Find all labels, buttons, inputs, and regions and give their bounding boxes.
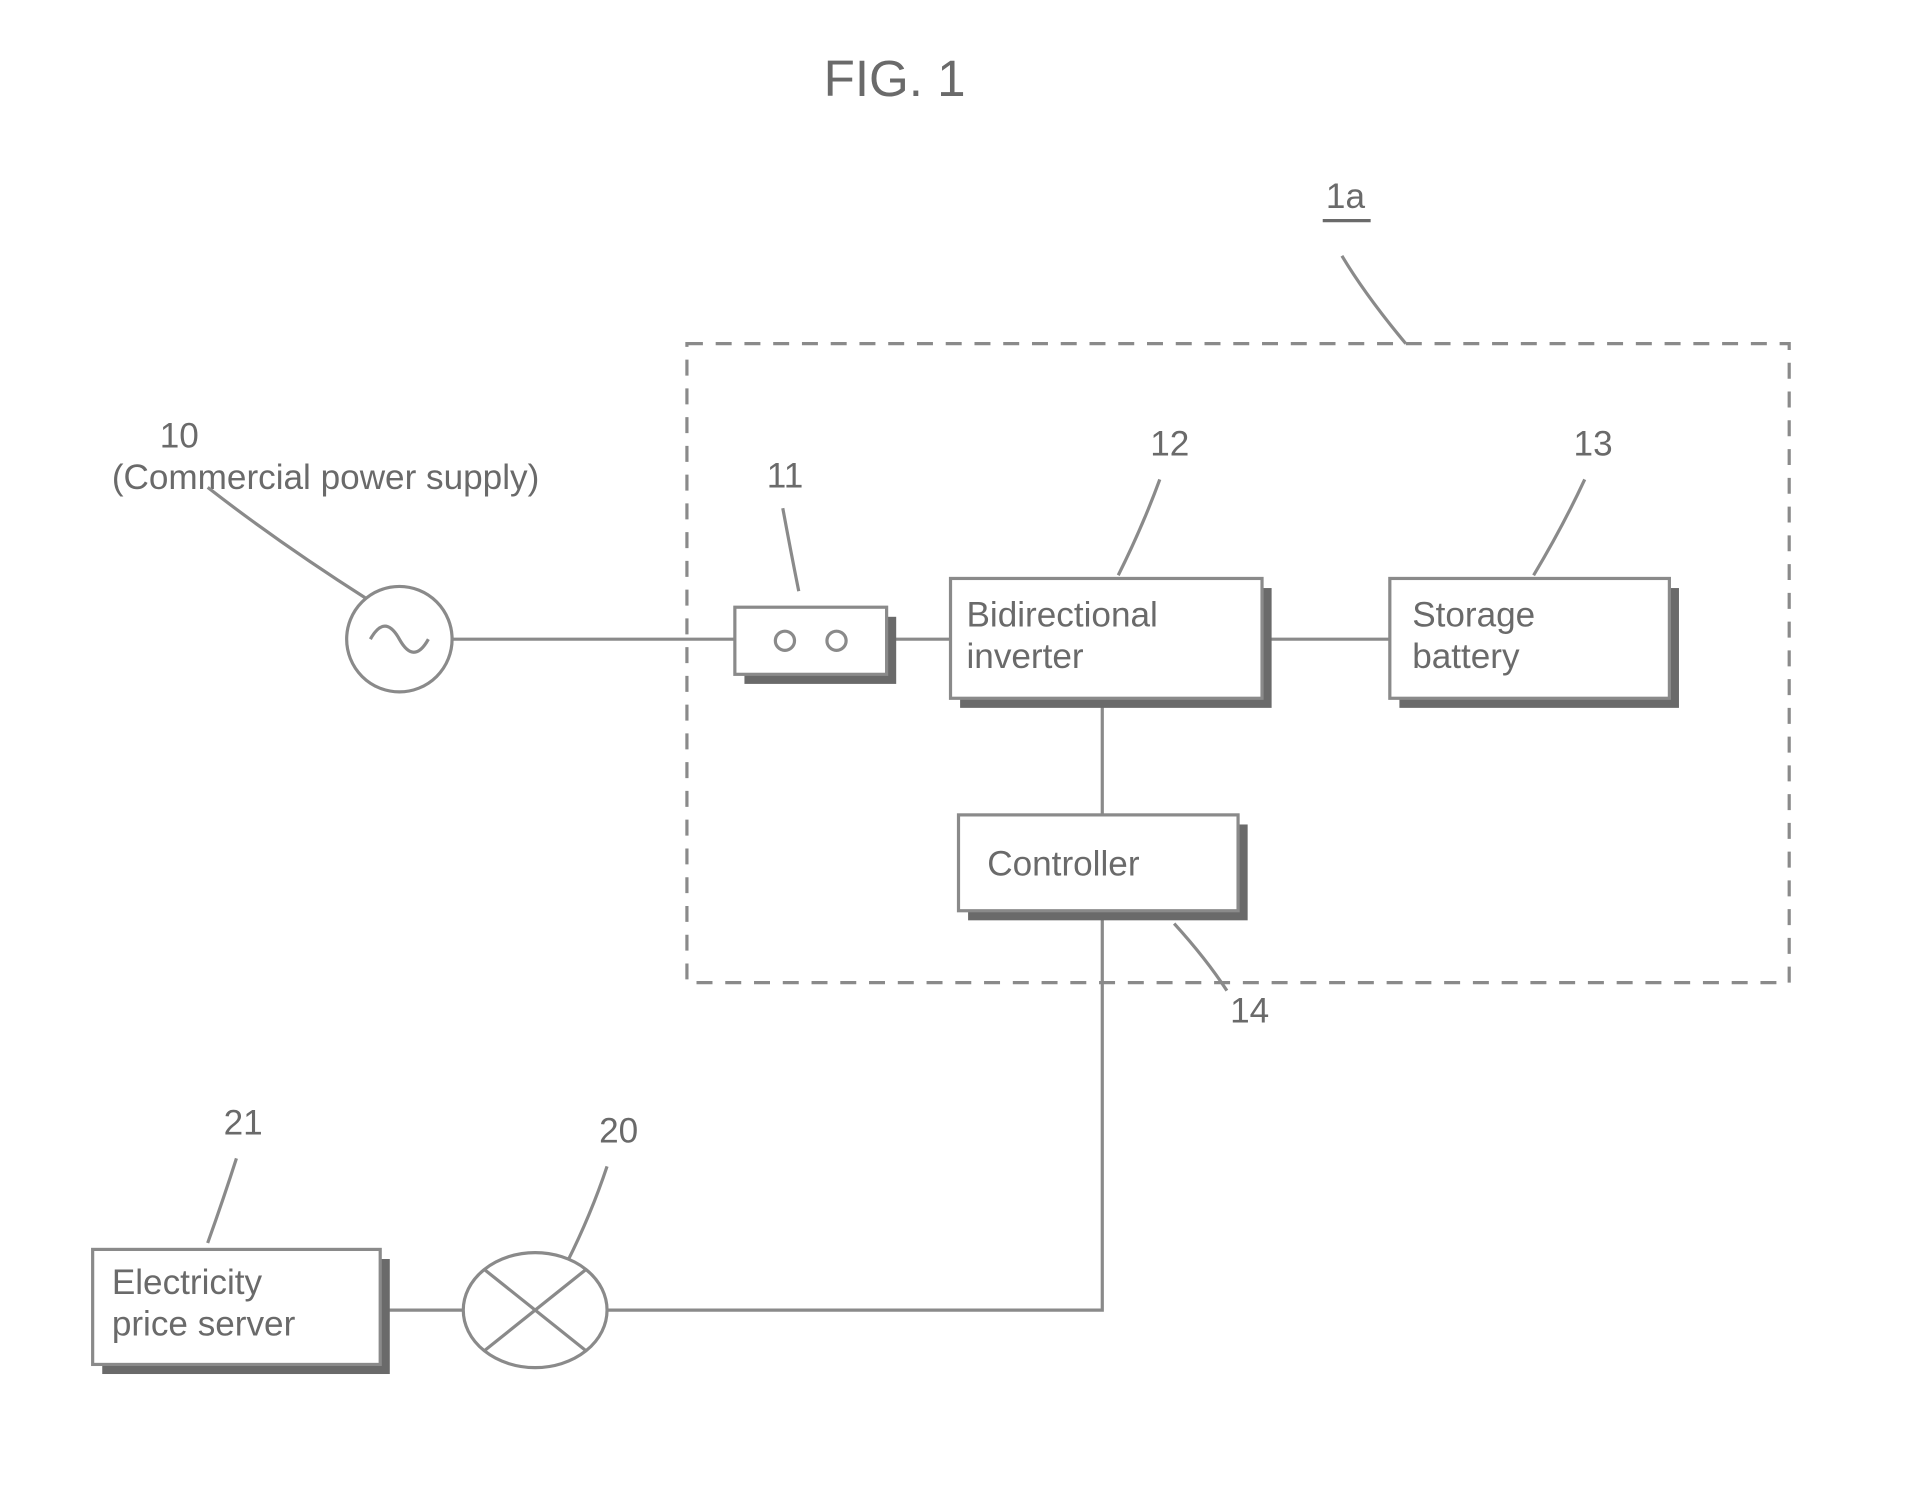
figure-title: FIG. 1 <box>824 50 966 107</box>
battery-label: battery <box>1412 637 1520 676</box>
ref-10-label: (Commercial power supply) <box>112 458 539 497</box>
battery-label: Storage <box>1412 595 1535 634</box>
server-label: Electricity <box>112 1263 263 1302</box>
ref-11: 11 <box>767 456 803 495</box>
ref-20: 20 <box>599 1111 638 1150</box>
ref-13: 13 <box>1574 424 1613 463</box>
ref-21: 21 <box>224 1103 263 1142</box>
leader-line <box>1118 479 1160 575</box>
inverter-label: Bidirectional <box>966 595 1157 634</box>
edge-4 <box>607 911 1102 1310</box>
leader-line <box>208 487 368 599</box>
leader-line <box>1342 256 1406 344</box>
leader-line <box>208 1158 237 1243</box>
leader-line <box>1534 479 1585 575</box>
leader-line <box>567 1166 607 1262</box>
ref-14: 14 <box>1230 992 1269 1031</box>
ref-1a: 1a <box>1326 177 1366 216</box>
ref-10: 10 <box>160 416 199 455</box>
ref-12: 12 <box>1150 424 1189 463</box>
inverter-label: inverter <box>966 637 1083 676</box>
junction-box <box>735 607 887 674</box>
leader-line <box>783 508 799 591</box>
leader-line <box>1174 924 1227 991</box>
server-label: price server <box>112 1305 296 1344</box>
controller-label: Controller <box>987 845 1140 884</box>
